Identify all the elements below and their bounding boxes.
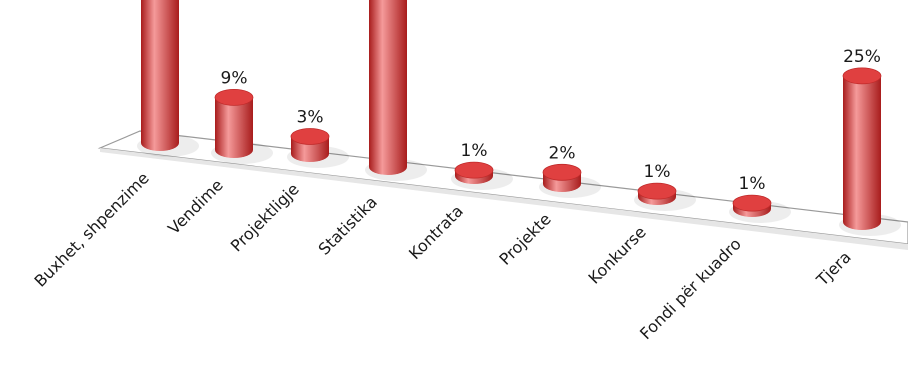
bar-top — [842, 67, 882, 85]
bar-top — [290, 128, 330, 145]
data-label: 1% — [644, 162, 671, 182]
category-label: Kontrata — [405, 201, 467, 263]
data-label: 9% — [221, 68, 248, 88]
bar-top — [637, 182, 677, 200]
bar — [839, 67, 901, 236]
category-label: Projekte — [495, 209, 554, 268]
bar-top — [214, 89, 254, 106]
bar-body — [215, 97, 253, 158]
bar-top — [454, 161, 494, 179]
data-label: 1% — [739, 174, 766, 194]
bar — [137, 0, 199, 157]
bar — [539, 163, 601, 198]
bar — [365, 0, 427, 181]
bar — [729, 194, 791, 223]
bar-body — [843, 75, 881, 230]
data-label: 25% — [843, 47, 881, 67]
category-label: Tjera — [812, 247, 855, 290]
category-label: Projektligje — [227, 179, 303, 255]
data-label: 1% — [461, 141, 488, 161]
bar — [634, 182, 696, 211]
data-labels: 26%9%3%32%1%2%1%1%25% — [221, 47, 881, 194]
category-label: Buxhet, shpenzime — [31, 168, 153, 290]
bar-body — [141, 0, 179, 151]
bar — [451, 161, 513, 190]
bar-body — [369, 0, 407, 175]
data-label: 3% — [297, 107, 324, 127]
category-label: Statistika — [315, 192, 381, 258]
bar — [287, 128, 349, 168]
category-axis: Buxhet, shpenzime Vendime Projektligje Stat… — [31, 168, 855, 343]
bar-series — [137, 0, 901, 236]
category-label: Konkurse — [585, 222, 650, 287]
bar-top — [542, 163, 582, 181]
data-label: 2% — [549, 143, 576, 163]
bar-top — [732, 194, 772, 212]
category-label: Vendime — [164, 175, 227, 238]
bar — [211, 89, 273, 164]
floor-edge — [100, 148, 908, 250]
category-label: Fondi për kuadro — [636, 234, 745, 343]
